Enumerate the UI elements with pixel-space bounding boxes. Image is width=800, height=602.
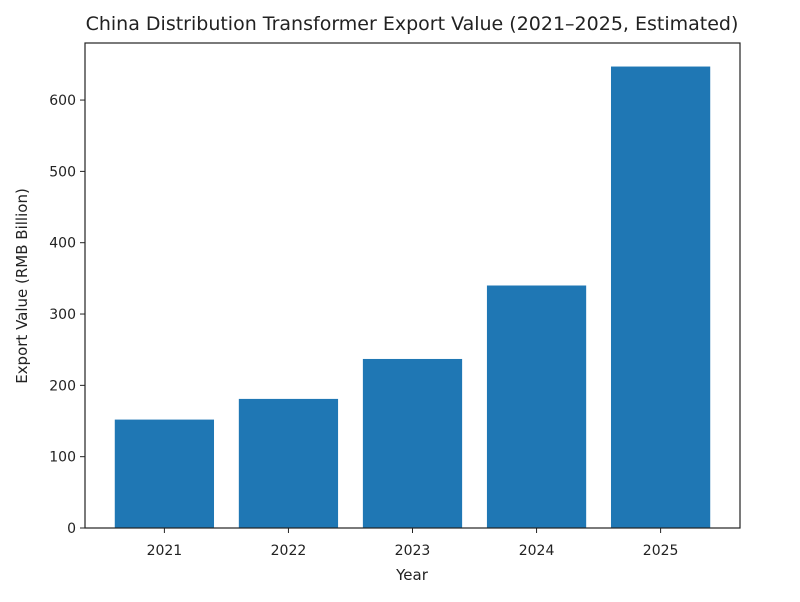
bar-2023 (362, 358, 463, 528)
bar-2024 (486, 285, 587, 528)
x-tick-label: 2021 (147, 543, 183, 559)
x-axis-label: Year (395, 566, 429, 584)
x-tick-label: 2024 (519, 543, 555, 559)
y-tick-label: 200 (49, 378, 76, 394)
y-tick-label: 100 (49, 450, 76, 466)
x-tick-label: 2022 (271, 543, 307, 559)
y-axis-label: Export Value (RMB Billion) (13, 188, 31, 384)
y-tick-label: 600 (49, 93, 76, 109)
chart-title: China Distribution Transformer Export Va… (86, 13, 739, 35)
y-tick-label: 400 (49, 236, 76, 252)
bar-2022 (238, 398, 339, 528)
y-tick-label: 0 (67, 521, 76, 537)
x-tick-label: 2023 (395, 543, 431, 559)
plot-frame (84, 42, 741, 529)
bar-2025 (610, 66, 711, 528)
y-tick-label: 500 (49, 164, 76, 180)
x-tick-label: 2025 (643, 543, 679, 559)
y-tick-label: 300 (49, 307, 76, 323)
bar-2021 (114, 419, 215, 528)
